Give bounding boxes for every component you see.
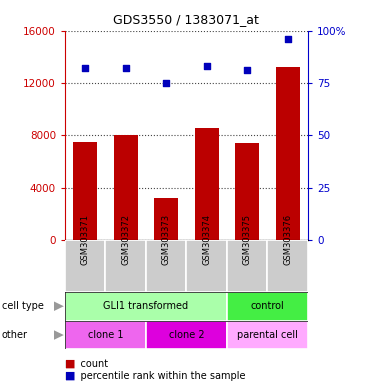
Bar [146,321,227,349]
Bar [227,321,308,349]
Text: GSM303371: GSM303371 [81,214,90,265]
Bar [154,198,178,240]
Bar [65,292,227,321]
Point [285,36,290,42]
Bar [187,240,227,292]
Point [163,80,169,86]
Text: control: control [250,301,284,311]
Bar [227,292,308,321]
Polygon shape [54,330,64,340]
Text: clone 2: clone 2 [168,330,204,340]
Bar [267,240,308,292]
Point [123,65,129,71]
Text: GSM303373: GSM303373 [162,214,171,265]
Text: ■  count: ■ count [65,359,108,369]
Point [82,65,88,71]
Polygon shape [54,301,64,311]
Text: GSM303376: GSM303376 [283,214,292,265]
Point [244,68,250,74]
Bar [235,143,259,240]
Text: GSM303374: GSM303374 [202,214,211,265]
Text: GSM303372: GSM303372 [121,214,130,265]
Text: GDS3550 / 1383071_at: GDS3550 / 1383071_at [112,13,259,26]
Bar [105,240,146,292]
Text: parental cell: parental cell [237,330,298,340]
Bar [65,321,146,349]
Point [204,63,210,70]
Text: other: other [2,330,28,340]
Bar [114,136,138,240]
Text: clone 1: clone 1 [88,330,123,340]
Text: cell type: cell type [2,301,44,311]
Bar [194,127,219,240]
Text: GSM303375: GSM303375 [243,214,252,265]
Bar [276,67,300,240]
Text: ■: ■ [65,371,75,381]
Bar [73,142,97,240]
Text: GLI1 transformed: GLI1 transformed [104,301,188,311]
Bar [65,240,105,292]
Text: ■  percentile rank within the sample: ■ percentile rank within the sample [65,371,246,381]
Bar [146,240,187,292]
Text: ■: ■ [65,359,75,369]
Bar [227,240,267,292]
